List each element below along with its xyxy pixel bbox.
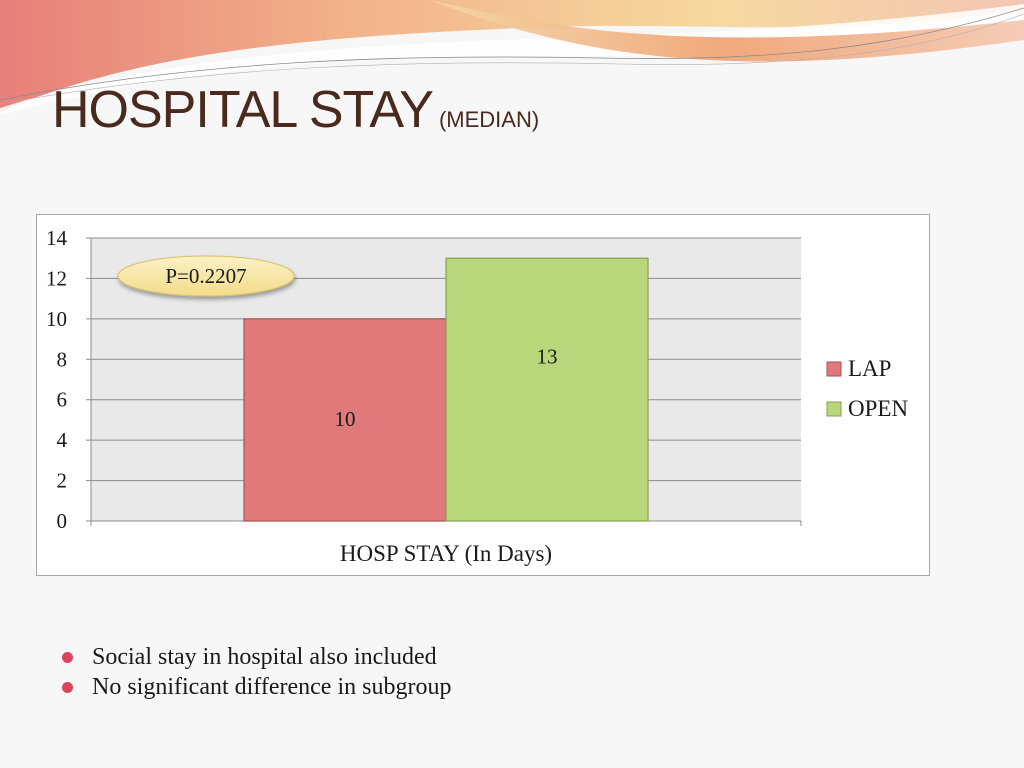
slide-title-subtitle: (MEDIAN) [438,107,540,132]
p-value-badge [117,255,295,297]
bar-lap [243,318,447,522]
bullet-item: Social stay in hospital also included [62,642,451,672]
legend-label-open: OPEN [848,396,908,421]
bullet-dot-icon [62,682,73,693]
y-tick-label: 6 [57,388,68,412]
slide-title: HOSPITAL STAY (MEDIAN) [52,80,539,140]
legend-swatch-open [826,401,842,417]
y-tick-label: 0 [57,509,68,533]
y-tick-label: 8 [57,347,68,371]
y-tick-label: 10 [46,307,67,331]
bar-chart: 0 2 4 6 8 10 12 14 10 13 HOSP STAY (In Days) P=0.22… [46,226,908,566]
legend-label-lap: LAP [848,356,891,381]
bullet-text: No significant difference in subgroup [92,674,452,700]
y-tick-label: 2 [57,469,68,493]
data-label-open: 13 [537,345,558,369]
legend-swatch-lap [826,361,842,377]
y-tick-label: 4 [57,428,68,452]
bullet-list: Social stay in hospital also included No… [62,642,451,702]
p-value-label: P=0.2207 [165,264,246,288]
header-swoosh-decoration [0,0,1024,115]
bullet-text: Social stay in hospital also included [92,644,437,670]
chart-frame: 0 2 4 6 8 10 12 14 10 13 HOSP STAY (In Days) P=0.22… [36,214,930,576]
bar-open [445,257,649,522]
bullet-dot-icon [62,652,73,663]
x-axis-label: HOSP STAY (In Days) [340,541,552,566]
y-tick-label: 12 [46,266,67,290]
slide-title-main: HOSPITAL STAY [52,81,434,139]
data-label-lap: 10 [335,407,356,431]
bullet-item: No significant difference in subgroup [62,672,451,702]
y-tick-label: 14 [46,226,68,250]
